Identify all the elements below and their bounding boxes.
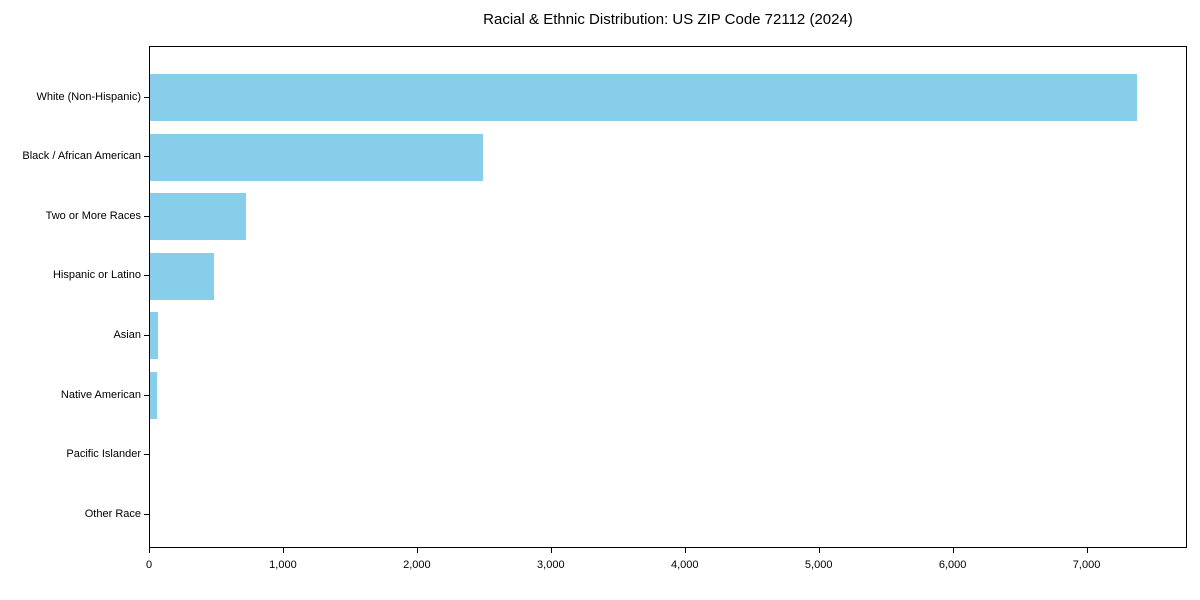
x-axis-tick [684, 548, 686, 553]
y-axis-label: Native American [60, 388, 141, 401]
y-axis-tick [144, 96, 149, 98]
x-axis-tick [149, 548, 150, 553]
bar-white-non-hispanic [150, 74, 1138, 121]
x-axis-tick [282, 548, 284, 553]
x-axis-tick-label: 4,000 [670, 559, 699, 571]
y-axis-tick [144, 275, 149, 277]
x-axis-tick-label: 7,000 [1072, 559, 1101, 571]
bar-two-or-more-races [150, 193, 247, 241]
bar-asian [150, 312, 159, 360]
x-axis-tick [1086, 548, 1088, 553]
y-axis-tick [144, 156, 149, 158]
y-axis-tick [144, 394, 149, 396]
plot-area [149, 46, 1187, 548]
y-axis-label: Hispanic or Latino [52, 269, 141, 282]
y-axis-label: White (Non-Hispanic) [36, 90, 141, 103]
y-axis-tick [144, 334, 149, 336]
y-axis-tick [144, 513, 149, 515]
chart-title: Racial & Ethnic Distribution: US ZIP Cod… [483, 11, 853, 28]
bar-black-african-american [150, 133, 484, 181]
x-axis-tick-label: 1,000 [269, 559, 297, 571]
bar-hispanic-or-latino [150, 252, 215, 300]
x-axis-tick-label: 3,000 [537, 559, 565, 571]
x-axis-tick-label: 2,000 [403, 559, 431, 571]
y-axis-label: Asian [113, 328, 141, 341]
y-axis-tick [144, 215, 149, 217]
x-axis-tick [416, 548, 418, 553]
y-axis-tick [144, 454, 149, 456]
x-axis-tick [550, 548, 552, 553]
x-axis-tick-label: 0 [145, 559, 153, 571]
y-axis-label: Black / African American [22, 150, 141, 163]
x-axis-tick [818, 548, 820, 553]
y-axis-label: Two or More Races [45, 209, 141, 222]
y-axis-label: Pacific Islander [66, 448, 141, 461]
bar-native-american [150, 372, 157, 419]
x-axis-tick-label: 6,000 [938, 559, 967, 571]
x-axis-tick [952, 548, 954, 553]
x-axis-tick-label: 5,000 [804, 559, 833, 571]
y-axis-label: Other Race [84, 507, 141, 520]
